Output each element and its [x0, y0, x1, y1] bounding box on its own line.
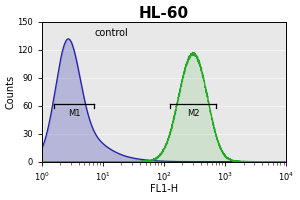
Text: M1: M1 [68, 109, 80, 118]
Text: control: control [95, 28, 129, 38]
Title: HL-60: HL-60 [139, 6, 189, 21]
X-axis label: FL1-H: FL1-H [150, 184, 178, 194]
Text: M2: M2 [187, 109, 199, 118]
Y-axis label: Counts: Counts [6, 75, 16, 109]
